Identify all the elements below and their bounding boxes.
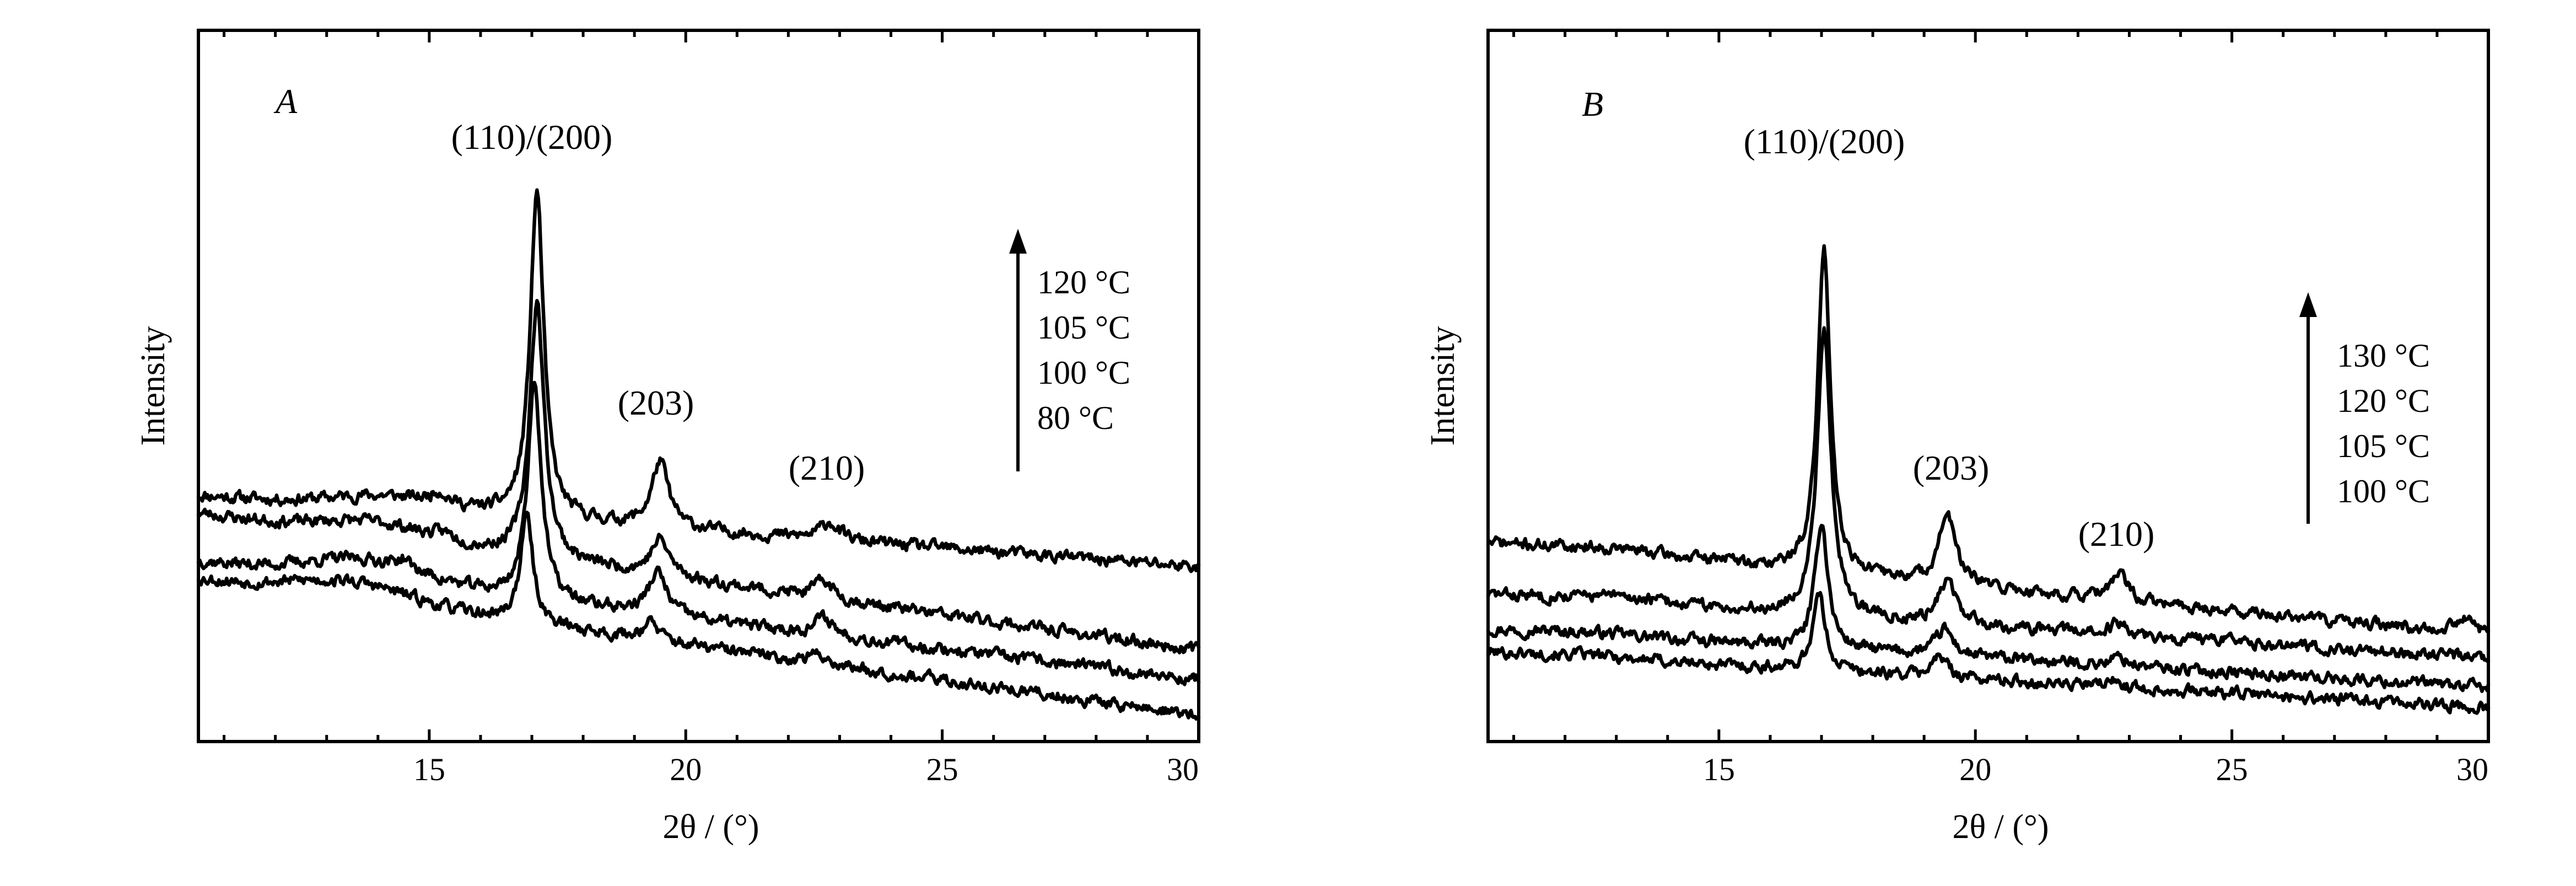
panel-b-peak-label-210: (210) bbox=[2078, 514, 2155, 554]
trace-100c bbox=[1486, 590, 2491, 715]
x-tick-label: 15 bbox=[1703, 751, 1735, 787]
panel-b-legend-entry-2: 120 °C bbox=[2337, 383, 2430, 419]
x-tick-label: 20 bbox=[1959, 751, 1991, 787]
panel-b-traces bbox=[1486, 244, 2491, 715]
panel-b-peak-label-110-200: (110)/(200) bbox=[1744, 122, 1905, 161]
panel-a-frame bbox=[197, 29, 1200, 743]
trace-105c bbox=[1486, 523, 2491, 694]
trace-80c bbox=[196, 511, 1201, 721]
panel-b-x-ticks bbox=[1512, 30, 2490, 742]
trace-120c bbox=[1486, 326, 2491, 663]
trace-130c bbox=[1486, 244, 2491, 635]
panel-a-y-axis-title: Intensity bbox=[134, 326, 172, 446]
panel-a: 15 20 25 30 A Intensity 2θ / (°) (110)/(200… bbox=[134, 29, 1201, 846]
trace-120c bbox=[196, 188, 1201, 573]
trace-100c bbox=[196, 380, 1201, 686]
panel-a-legend-arrow-head bbox=[1009, 229, 1027, 254]
panel-b-legend-arrow-head bbox=[2299, 292, 2317, 317]
panel-b-peak-label-203: (203) bbox=[1913, 448, 1990, 487]
panel-b-letter: B bbox=[1582, 84, 1603, 123]
x-tick-label: 25 bbox=[2216, 751, 2248, 787]
trace-105c bbox=[196, 299, 1201, 654]
panel-b-x-axis-title: 2θ / (°) bbox=[1952, 808, 2049, 846]
panel-a-x-tick-labels: 15 20 25 30 bbox=[413, 751, 1199, 787]
panel-a-legend-entry-1: 120 °C bbox=[1037, 264, 1130, 300]
panel-a-traces bbox=[196, 188, 1201, 721]
panel-a-peak-label-110-200: (110)/(200) bbox=[451, 117, 613, 157]
panel-b-legend-entry-3: 105 °C bbox=[2337, 428, 2430, 464]
panel-b-x-tick-labels: 15 20 25 30 bbox=[1703, 751, 2488, 787]
panel-b-y-axis-title: Intensity bbox=[1424, 326, 1462, 446]
x-tick-label: 30 bbox=[1167, 751, 1199, 787]
panel-a-x-axis-title: 2θ / (°) bbox=[662, 808, 759, 846]
panel-a-legend-entry-2: 105 °C bbox=[1037, 309, 1130, 346]
panel-a-peak-label-203: (203) bbox=[618, 383, 694, 422]
panel-b-legend-entry-4: 100 °C bbox=[2337, 473, 2430, 509]
x-tick-label: 15 bbox=[413, 751, 445, 787]
panel-a-legend-entry-4: 80 °C bbox=[1037, 400, 1114, 436]
x-tick-label: 25 bbox=[926, 751, 958, 787]
panel-a-peak-label-210: (210) bbox=[789, 448, 865, 487]
panel-a-legend-entry-3: 100 °C bbox=[1037, 355, 1130, 391]
x-tick-label: 20 bbox=[670, 751, 702, 787]
x-tick-label: 30 bbox=[2456, 751, 2488, 787]
panel-b-legend-entry-1: 130 °C bbox=[2337, 337, 2430, 374]
panel-a-x-ticks bbox=[223, 30, 1200, 742]
panel-a-letter: A bbox=[273, 82, 298, 121]
panel-b: 15 20 25 30 B Intensity 2θ / (°) (110)/(200… bbox=[1424, 29, 2491, 846]
panel-b-frame bbox=[1486, 29, 2490, 743]
